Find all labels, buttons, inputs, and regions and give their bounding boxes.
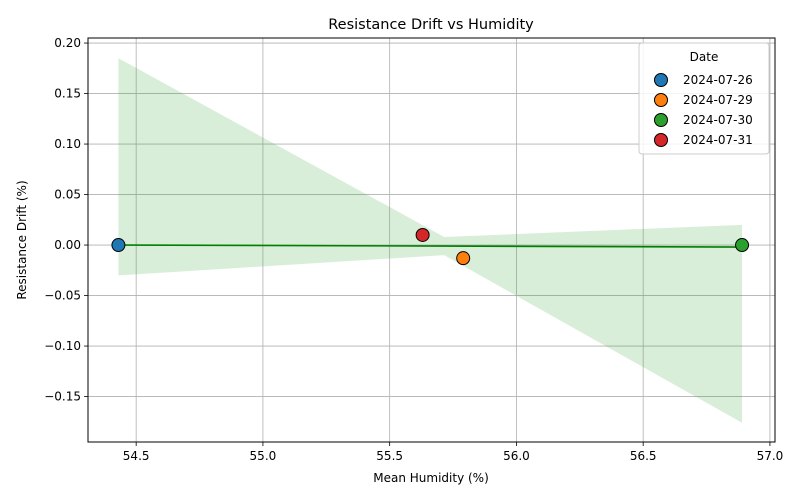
x-axis-ticks: 54.5 55.0 55.5 56.0 56.5 57.0 — [123, 442, 783, 463]
data-point-2024-07-29 — [456, 251, 471, 266]
data-point-2024-07-26 — [111, 238, 126, 253]
y-tick-label: −0.10 — [44, 339, 81, 353]
y-tick-label: 0.05 — [54, 188, 81, 202]
y-tick-label: 0.10 — [54, 137, 81, 151]
x-tick-label: 56.0 — [503, 449, 530, 463]
legend-title: Date — [690, 50, 719, 64]
plot-frame — [87, 37, 776, 443]
confidence-band-area — [118, 58, 743, 423]
y-tick-label: −0.05 — [44, 289, 81, 303]
y-tick-label: 0.00 — [54, 238, 81, 252]
regression-line-path — [118, 244, 743, 248]
y-axis-ticks: −0.15 −0.10 −0.05 0.00 0.05 0.10 0.15 0.20 — [44, 36, 88, 404]
regression-line — [118, 244, 743, 248]
y-axis-label: Resistance Drift (%) — [15, 180, 29, 299]
y-tick-label: 0.15 — [54, 87, 81, 101]
x-axis-label: Mean Humidity (%) — [373, 471, 489, 485]
legend: Date 2024-07-26 2024-07-29 2024-07-30 2024-0… — [638, 42, 770, 155]
legend-marker — [654, 73, 668, 87]
x-tick-label: 55.0 — [250, 449, 277, 463]
data-point-2024-07-31 — [415, 227, 430, 242]
confidence-band — [118, 58, 743, 423]
legend-label: 2024-07-31 — [683, 133, 753, 147]
chart-title: Resistance Drift vs Humidity — [328, 17, 534, 33]
data-points — [111, 227, 750, 266]
legend-marker — [654, 93, 668, 107]
legend-box — [638, 42, 770, 155]
legend-label: 2024-07-26 — [683, 73, 753, 87]
x-tick-label: 57.0 — [757, 449, 784, 463]
x-tick-label: 54.5 — [123, 449, 150, 463]
data-point-2024-07-30 — [735, 238, 750, 253]
legend-label: 2024-07-29 — [683, 93, 753, 107]
legend-marker — [654, 133, 668, 147]
x-tick-label: 56.5 — [630, 449, 657, 463]
legend-marker — [654, 113, 668, 127]
legend-label: 2024-07-30 — [683, 113, 753, 127]
y-tick-label: 0.20 — [54, 36, 81, 50]
y-tick-label: −0.15 — [44, 390, 81, 404]
x-tick-label: 55.5 — [376, 449, 403, 463]
